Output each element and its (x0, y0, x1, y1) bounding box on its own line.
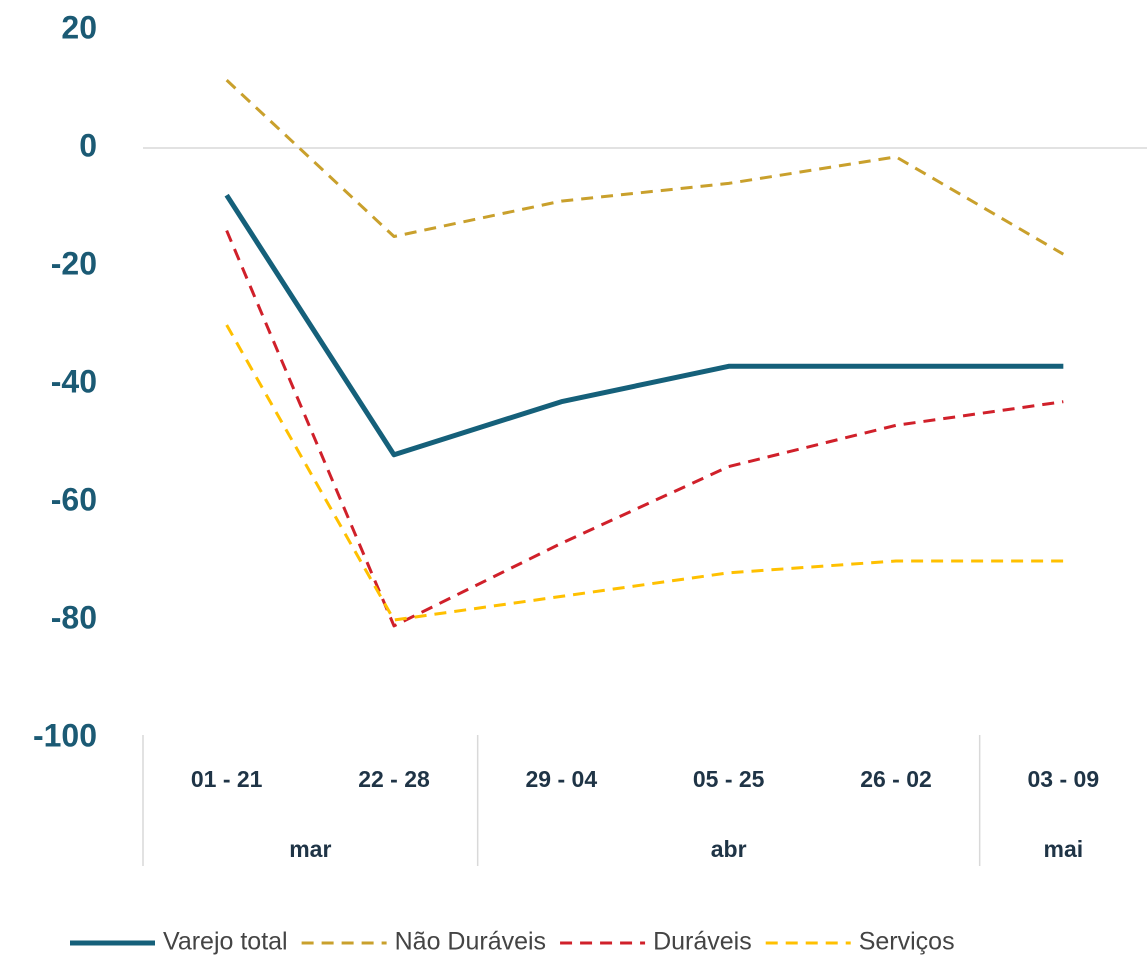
x-tick-label: 03 - 09 (1028, 766, 1100, 792)
group-label: abr (711, 836, 747, 862)
y-tick-label: 0 (79, 127, 97, 163)
legend-label: Varejo total (163, 928, 288, 956)
group-label: mai (1044, 836, 1084, 862)
x-tick-label: 05 - 25 (693, 766, 765, 792)
x-tick-label: 29 - 04 (526, 766, 598, 792)
y-tick-label: -80 (51, 599, 97, 635)
series-line (225, 324, 1064, 622)
group-label: mar (289, 836, 331, 862)
series-line (224, 193, 1064, 458)
y-tick-label: -40 (51, 363, 97, 399)
series-line (225, 79, 1065, 256)
y-tick-label: -100 (33, 717, 97, 753)
y-tick-label: -60 (51, 481, 97, 517)
x-tick-label: 22 - 28 (358, 766, 430, 792)
legend-label: Serviços (859, 928, 955, 956)
series-line (225, 230, 1064, 628)
legend-label: Não Duráveis (395, 928, 546, 956)
x-tick-label: 01 - 21 (191, 766, 263, 792)
y-tick-label: 20 (61, 9, 97, 45)
legend-label: Duráveis (653, 928, 752, 956)
y-tick-label: -20 (51, 245, 97, 281)
x-tick-label: 26 - 02 (860, 766, 932, 792)
